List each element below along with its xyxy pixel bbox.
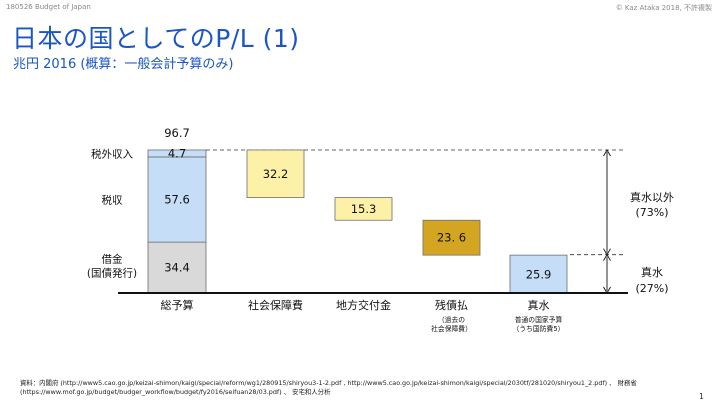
stack-segment-2 [147,149,207,158]
expense-bar-2 [422,219,481,256]
bracket-label-0-0: 真水以外 [630,190,674,204]
category-sublabel-2-1: 社会保障費） [431,324,472,333]
stack-category-label-0-0: 借金 [102,253,123,266]
stack-segment-0 [147,241,207,294]
bracket-arrow-1-head-bottom [603,286,611,294]
header-copyright: © Kaz Ataka 2018, 不許複製 [615,4,712,12]
category-label-3: 残債払 [435,298,468,312]
source-footnote: 資料：内閣府 (http://www5.cao.go.jp/keizai-shi… [20,379,637,396]
bracket-arrow-0-head-top [603,149,611,157]
stack-value-label-1: 57.6 [164,193,190,207]
stack-category-label-2-0: 税外収入 [91,147,133,160]
expense-value-label-3: 25.9 [526,267,552,281]
stack-value-label-0: 34.4 [164,261,190,275]
bracket-label-1-1: (27%) [635,282,668,295]
stack-category-label-1-0: 税収 [102,194,123,207]
bracket-label-0-1: (73%) [635,206,668,219]
bracket-label-1-0: 真水 [641,265,663,279]
expense-value-label-1: 15.3 [351,202,377,216]
category-label-0: 総予算 [161,298,194,312]
page-subtitle: 兆円 2016 (概算：一般会計予算のみ) [13,57,234,72]
expense-value-label-0: 32.2 [263,167,289,181]
page-title: 日本の国としてのP/L (1) [12,24,300,53]
bracket-arrow-1-head-top [603,253,611,261]
category-label-2: 地方交付金 [336,298,391,312]
page-number: 1 [698,392,704,401]
expense-value-label-2: 23. 6 [437,231,466,245]
category-sublabel-3-0: 普通の国家予算 [515,315,563,324]
category-sublabel-2-0: （過去の [438,315,465,324]
category-sublabel-3-1: （うち国防費5） [513,324,565,333]
header-left-text: 180526 Budget of Japan [6,3,91,11]
expense-bar-1 [334,197,393,221]
expense-bar-0 [246,149,305,199]
expense-bar-3 [509,254,568,294]
stack-value-label-2: 4.7 [168,146,186,160]
total-value-label: 96.7 [164,126,190,140]
category-label-1: 社会保障費 [248,298,303,312]
stack-category-label-0-1: (国債発行) [87,267,137,280]
category-label-4: 真水 [528,298,550,312]
